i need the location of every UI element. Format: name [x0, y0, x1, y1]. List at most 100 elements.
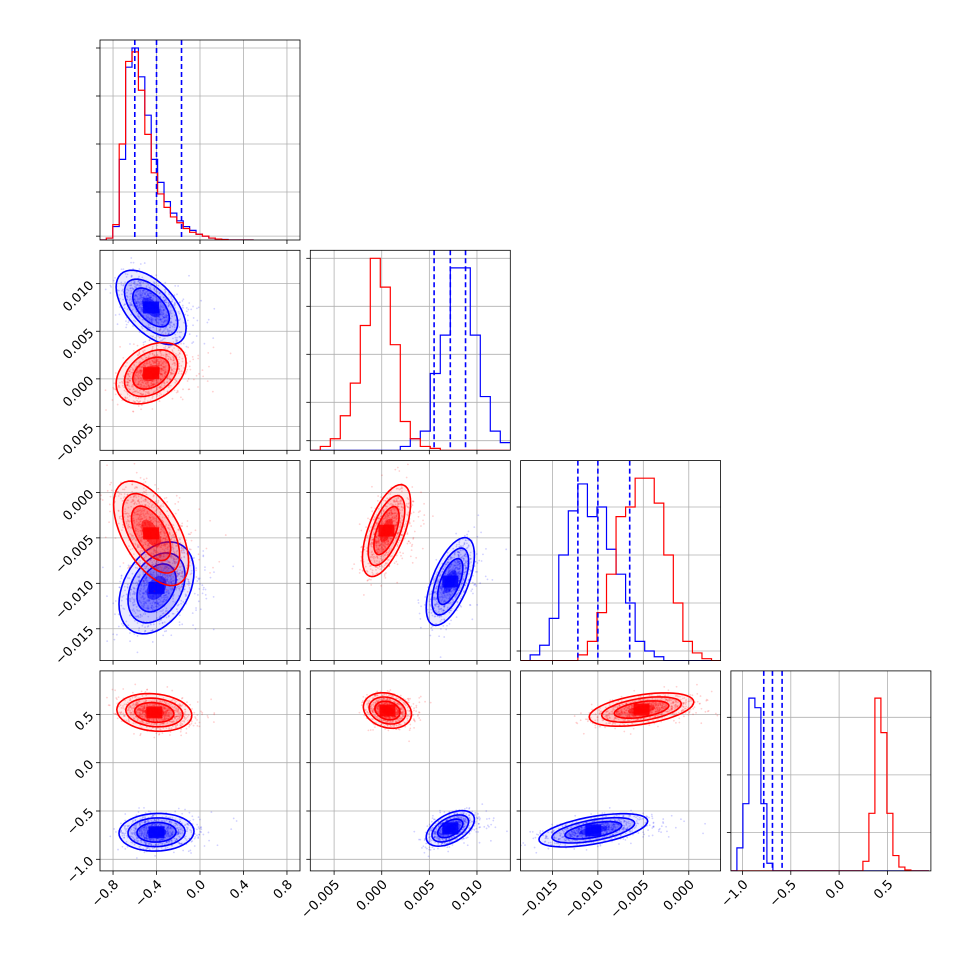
scatter-point: [168, 293, 171, 296]
scatter-point: [415, 556, 418, 559]
scatter-point: [176, 340, 178, 342]
scatter-point: [138, 374, 141, 377]
scatter-point: [460, 605, 463, 608]
scatter-point: [173, 329, 176, 331]
scatter-point: [157, 487, 160, 490]
scatter-point: [125, 294, 128, 297]
scatter-point: [112, 279, 115, 282]
scatter-point: [156, 362, 159, 365]
scatter-point: [171, 315, 173, 318]
scatter-point: [188, 274, 190, 277]
scatter-point: [173, 389, 176, 392]
scatter-point: [140, 366, 143, 369]
scatter-point: [135, 302, 137, 305]
scatter-point: [145, 286, 148, 289]
scatter-point: [150, 363, 152, 366]
scatter-point: [197, 594, 199, 596]
scatter-point: [139, 297, 142, 300]
scatter-point: [136, 300, 138, 303]
scatter-point: [137, 615, 140, 617]
scatter-point: [162, 308, 165, 311]
scatter-point: [419, 626, 422, 629]
scatter-point: [127, 377, 130, 380]
scatter-point: [149, 327, 151, 329]
scatter-point: [136, 651, 139, 654]
scatter-point: [155, 358, 158, 360]
scatter-point: [109, 284, 112, 287]
scatter-point: [170, 320, 173, 323]
scatter-point: [143, 587, 146, 589]
scatter-point: [149, 296, 152, 299]
scatter-point: [165, 313, 168, 316]
scatter-point: [118, 289, 120, 292]
scatter-point: [133, 587, 136, 590]
scatter-point: [188, 388, 191, 391]
scatter-point: [142, 600, 145, 603]
scatter-point: [130, 284, 132, 286]
scatter-point: [164, 316, 166, 319]
scatter-point: [139, 296, 142, 299]
scatter-point: [440, 627, 442, 630]
panel-1-1: [306, 249, 511, 455]
scatter-point: [158, 299, 160, 301]
scatter-point: [181, 360, 184, 363]
scatter-point: [469, 604, 472, 607]
scatter-point: [145, 285, 148, 287]
scatter-point: [133, 363, 135, 366]
scatter-point: [167, 615, 170, 618]
scatter-point: [139, 294, 141, 297]
panel-frame-1-1: [309, 249, 511, 451]
scatter-point: [145, 590, 147, 593]
scatter-point: [140, 596, 143, 599]
scatter-point: [153, 289, 156, 291]
scatter-point: [169, 321, 172, 324]
scatter-point: [146, 581, 149, 583]
scatter-point: [381, 474, 383, 477]
scatter-point: [189, 368, 192, 371]
scatter-point: [155, 611, 158, 613]
scatter-point: [141, 393, 144, 396]
scatter-point: [134, 612, 137, 614]
scatter-point: [202, 555, 205, 558]
scatter-point: [475, 585, 478, 587]
scatter-point: [162, 362, 164, 365]
scatter-point: [159, 350, 161, 353]
scatter-point: [131, 602, 134, 604]
scatter-point: [182, 576, 185, 579]
scatter-point: [145, 360, 148, 363]
contour-A-2: [131, 287, 171, 328]
scatter-point: [143, 262, 146, 264]
scatter-point: [175, 391, 178, 394]
scatter-point: [174, 303, 176, 306]
panel-1-0: [96, 249, 301, 455]
scatter-point: [191, 342, 194, 345]
scatter-point: [144, 591, 147, 593]
scatter-point: [139, 385, 142, 388]
scatter-point: [190, 572, 193, 575]
scatter-point: [177, 343, 180, 346]
scatter-point: [109, 483, 111, 486]
scatter-point: [143, 603, 146, 605]
scatter-point: [155, 360, 158, 362]
scatter-point: [198, 578, 200, 581]
scatter-point: [131, 391, 134, 394]
scatter-point: [134, 380, 136, 383]
scatter-point: [118, 385, 120, 387]
scatter-point: [161, 369, 164, 372]
scatter-point: [139, 476, 142, 479]
scatter-point: [132, 369, 134, 371]
scatter-point: [167, 305, 170, 307]
scatter-point: [190, 539, 193, 542]
scatter-point: [133, 298, 136, 301]
scatter-point: [139, 614, 142, 616]
panel-content-2-1: [310, 460, 511, 661]
scatter-point: [142, 282, 145, 284]
scatter-point: [150, 335, 152, 337]
scatter-point: [187, 346, 190, 349]
scatter-point: [162, 330, 165, 333]
scatter-point: [143, 349, 146, 352]
scatter-point: [151, 359, 154, 362]
scatter-point: [160, 311, 163, 314]
scatter-point: [172, 575, 175, 578]
scatter-point: [135, 302, 138, 305]
